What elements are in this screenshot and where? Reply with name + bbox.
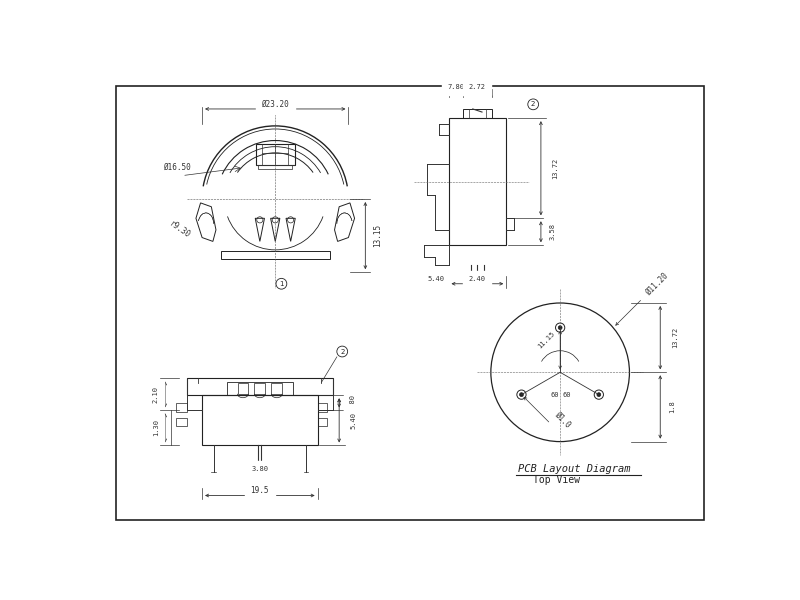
Text: 3.80: 3.80 <box>251 466 268 472</box>
Bar <box>258 165 292 169</box>
Text: 5.40: 5.40 <box>428 276 445 282</box>
Text: r9.30: r9.30 <box>167 219 191 239</box>
Bar <box>256 143 294 165</box>
Text: 13.15: 13.15 <box>373 224 382 247</box>
Text: 2: 2 <box>531 101 535 107</box>
Text: 2: 2 <box>340 349 345 355</box>
Text: 13.72: 13.72 <box>673 327 678 348</box>
Text: 2.40: 2.40 <box>469 276 486 282</box>
Text: 60: 60 <box>562 392 571 398</box>
Circle shape <box>519 393 523 397</box>
Bar <box>449 118 506 245</box>
Text: Ø11.20: Ø11.20 <box>644 271 670 298</box>
Bar <box>271 383 282 394</box>
Bar <box>238 383 248 394</box>
Circle shape <box>597 393 601 397</box>
Bar <box>318 403 327 412</box>
Text: Ø23.20: Ø23.20 <box>262 100 289 109</box>
Text: 19.5: 19.5 <box>250 485 269 494</box>
Text: Ø16.50: Ø16.50 <box>163 163 190 172</box>
Text: 2.72: 2.72 <box>469 83 486 89</box>
Circle shape <box>558 326 562 329</box>
Bar <box>318 418 327 425</box>
Text: 3.58: 3.58 <box>550 223 555 240</box>
Bar <box>202 395 318 445</box>
Text: 1: 1 <box>279 281 284 287</box>
Text: 60: 60 <box>550 392 558 398</box>
Bar <box>176 418 186 425</box>
Text: 2.10: 2.10 <box>153 386 159 403</box>
Bar <box>221 251 330 259</box>
Bar <box>227 382 293 395</box>
Text: 7.80: 7.80 <box>447 83 464 89</box>
Text: Top View: Top View <box>534 475 580 485</box>
Text: 5.40: 5.40 <box>350 412 356 429</box>
Text: 1.30: 1.30 <box>153 419 159 436</box>
Bar <box>254 383 266 394</box>
Bar <box>186 379 333 395</box>
Text: PCB Layout Diagram: PCB Layout Diagram <box>518 464 630 473</box>
Text: 13.72: 13.72 <box>552 158 558 179</box>
Bar <box>176 403 186 412</box>
Text: 1.8: 1.8 <box>669 401 675 413</box>
Text: Ø1.0: Ø1.0 <box>552 410 572 429</box>
Text: 4.80: 4.80 <box>350 394 356 412</box>
Bar <box>462 109 492 118</box>
Text: 11.15: 11.15 <box>537 331 556 350</box>
